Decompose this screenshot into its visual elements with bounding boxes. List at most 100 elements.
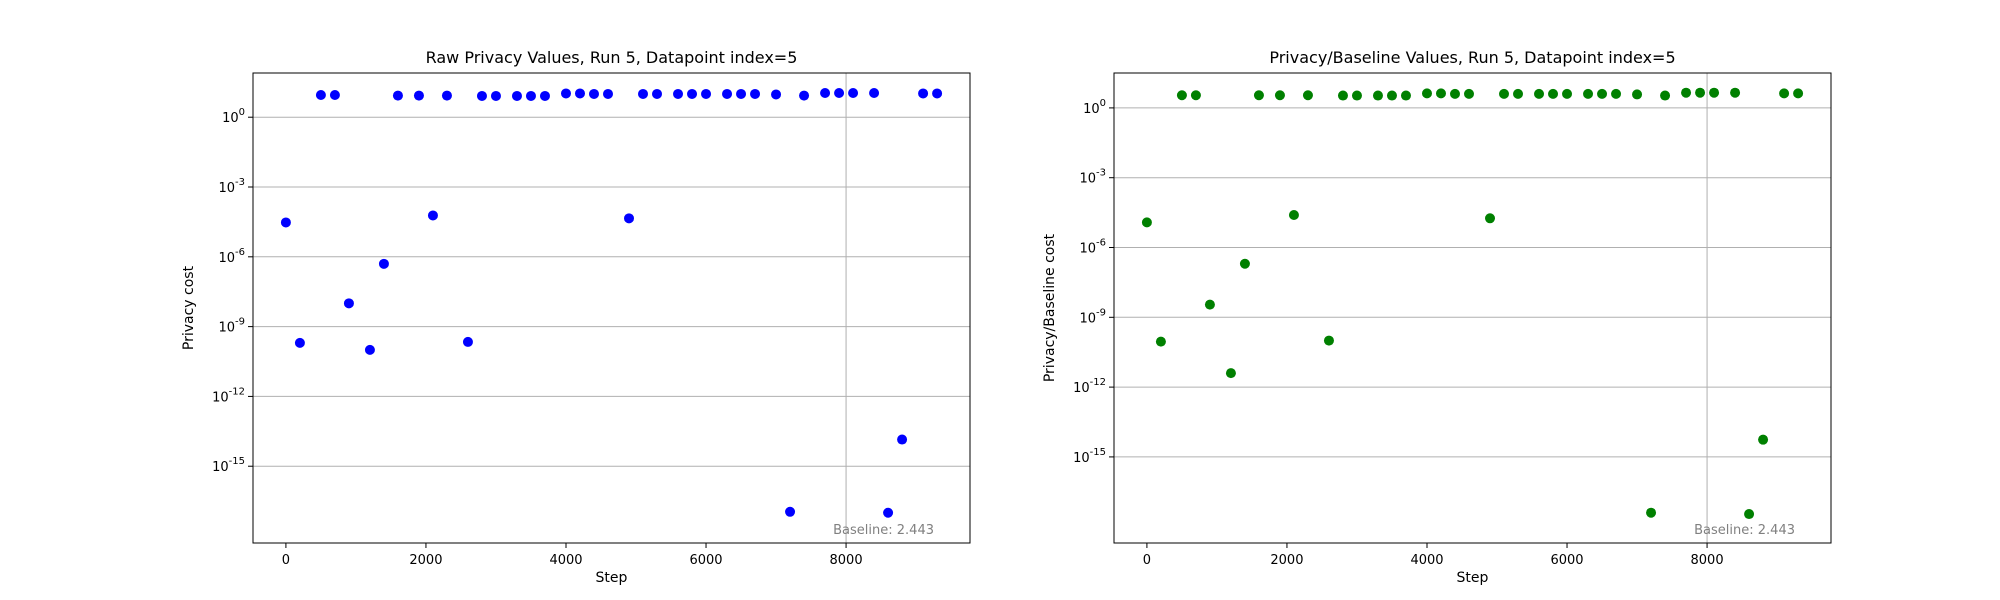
data-point [539, 90, 550, 101]
data-point [1485, 213, 1496, 224]
data-point [1225, 368, 1236, 379]
y-tick-label: 10-6 [1079, 238, 1106, 257]
data-point [280, 217, 291, 228]
data-point [1141, 217, 1152, 228]
raw-privacy-chart: 0 2000 4000 6000 8000 100 10-3 10-6 10-9 10-12 10-… [181, 48, 971, 586]
data-point [1562, 88, 1573, 99]
y-tick-label: 10-15 [212, 456, 245, 475]
data-point [602, 88, 613, 99]
x-axis-label: Step [1457, 570, 1489, 586]
data-point [462, 336, 473, 347]
x-tick-label: 6000 [689, 553, 722, 568]
data-point [1435, 88, 1446, 99]
data-point [1646, 507, 1657, 518]
x-tick-label: 8000 [1691, 553, 1724, 568]
data-point [1400, 90, 1411, 101]
baseline-annotation: Baseline: 2.443 [833, 523, 934, 538]
data-point [736, 88, 747, 99]
data-point [673, 88, 684, 99]
y-tick-label: 100 [222, 107, 245, 126]
data-point [427, 210, 438, 221]
data-point [785, 506, 796, 517]
chart-title: Privacy/Baseline Values, Run 5, Datapoin… [1269, 48, 1675, 67]
y-tick-label: 10-9 [1079, 307, 1106, 326]
y-tick-label: 10-6 [218, 247, 245, 266]
data-point [1583, 88, 1594, 99]
y-axis-label: Privacy cost [181, 265, 197, 350]
plot-frame [252, 72, 971, 544]
data-point [624, 213, 635, 224]
data-point [1337, 90, 1348, 101]
data-point [315, 90, 326, 101]
data-point [490, 90, 501, 101]
x-axis-label: Step [596, 570, 628, 586]
y-tick-label: 10-3 [1079, 168, 1106, 187]
y-tick-label: 10-12 [212, 386, 245, 405]
data-point [378, 258, 389, 269]
data-point [1155, 336, 1166, 347]
data-point [1239, 258, 1250, 269]
data-point [574, 88, 585, 99]
plot-frame [1113, 72, 1832, 544]
data-point [441, 90, 452, 101]
data-point [1499, 88, 1510, 99]
data-point [511, 90, 522, 101]
data-point [834, 87, 845, 98]
y-tick-label: 10-15 [1073, 447, 1106, 466]
data-point [1632, 89, 1643, 100]
data-point [1204, 299, 1215, 310]
data-point [1660, 90, 1671, 101]
chart-title: Raw Privacy Values, Run 5, Datapoint ind… [426, 48, 798, 67]
data-point [1513, 88, 1524, 99]
data-point [560, 88, 571, 99]
data-point [364, 344, 375, 355]
data-point [1695, 87, 1706, 98]
data-point [701, 88, 712, 99]
data-point [1288, 209, 1299, 220]
data-point [1463, 88, 1474, 99]
data-point [1274, 90, 1285, 101]
data-point [932, 88, 943, 99]
data-point [1372, 90, 1383, 101]
data-point [1611, 88, 1622, 99]
y-tick-label: 10-12 [1073, 377, 1106, 396]
data-point [1176, 90, 1187, 101]
x-tick-label: 8000 [830, 553, 863, 568]
data-point [1744, 509, 1755, 520]
data-point [1421, 88, 1432, 99]
x-tick-label: 2000 [409, 553, 442, 568]
data-point [476, 90, 487, 101]
y-tick-label: 10-3 [218, 177, 245, 196]
privacy-baseline-chart: 0 2000 4000 6000 8000 100 10-3 10-6 10-9 10-12 10-… [1042, 48, 1832, 586]
x-tick-label: 0 [1143, 553, 1151, 568]
data-point [1779, 88, 1790, 99]
data-point [294, 337, 305, 348]
data-point [869, 87, 880, 98]
x-tick-label: 6000 [1550, 553, 1583, 568]
y-axis-label: Privacy/Baseline cost [1042, 233, 1058, 382]
data-point [1548, 88, 1559, 99]
data-point [1709, 87, 1720, 98]
data-point [638, 88, 649, 99]
data-point [652, 88, 663, 99]
data-point [1351, 90, 1362, 101]
y-tick-label: 100 [1083, 98, 1106, 117]
data-point [1534, 88, 1545, 99]
baseline-annotation: Baseline: 2.443 [1694, 523, 1795, 538]
data-point [525, 90, 536, 101]
data-point [392, 90, 403, 101]
data-point [897, 434, 908, 445]
data-point [883, 507, 894, 518]
data-point [687, 88, 698, 99]
data-point [918, 88, 929, 99]
data-point [771, 89, 782, 100]
data-point [1302, 90, 1313, 101]
data-point [1190, 90, 1201, 101]
data-point [329, 90, 340, 101]
data-point [1730, 87, 1741, 98]
data-point [848, 87, 859, 98]
x-tick-label: 2000 [1270, 553, 1303, 568]
data-point [1253, 90, 1264, 101]
data-point [722, 88, 733, 99]
